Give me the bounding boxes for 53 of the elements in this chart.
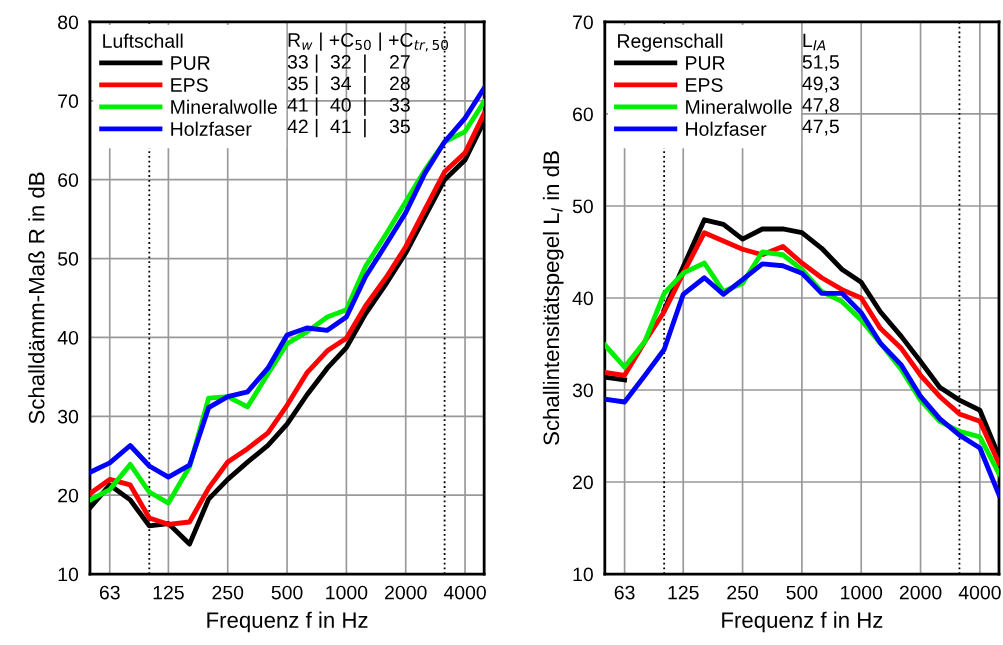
y-tick-label: 50 — [58, 252, 79, 266]
annotation: 49,3 — [802, 76, 839, 93]
annotation: R$_{w}$ | +C$_{50}$ | +C$_{tr,50}$ — [288, 32, 449, 52]
y-axis-title: Schalldämm-Maß R in dB — [28, 172, 45, 424]
y-tick-label: 20 — [573, 475, 593, 490]
y-tick-label: 80 — [58, 15, 79, 30]
x-axis-title: Frequenz f in Hz — [207, 611, 368, 633]
y-tick-label: 20 — [58, 488, 79, 503]
y-tick-label: 70 — [573, 15, 593, 30]
legend-label: Holzfaser — [686, 121, 767, 136]
x-tick-label: 250 — [727, 585, 759, 600]
x-tick-label: 500 — [271, 585, 303, 600]
legend-label: Mineralwolle — [686, 99, 792, 114]
x-tick-label: 125 — [668, 585, 699, 600]
x-tick-label: 4000 — [443, 585, 486, 600]
x-tick-label: 500 — [786, 585, 818, 600]
legend-label: Holzfaser — [171, 121, 252, 136]
x-tick-label: 63 — [99, 585, 120, 600]
legend-title: Regenschall — [618, 33, 723, 52]
annotation: L$_{IA}$ — [803, 33, 826, 51]
annotation: 35 | 34 | 28 — [287, 75, 410, 95]
y-tick-label: 50 — [572, 199, 593, 214]
x-tick-label: 1000 — [841, 585, 883, 600]
x-tick-label: 250 — [212, 585, 244, 600]
x-tick-label: 1000 — [326, 585, 368, 600]
y-tick-label: 10 — [573, 567, 593, 582]
annotation: 47,5 — [802, 119, 839, 136]
y-tick-label: 40 — [57, 330, 79, 345]
annotation: 47,8 — [802, 98, 839, 115]
legend-label: Mineralwolle — [171, 99, 277, 114]
annotation: 41 | 40 | 33 — [287, 97, 410, 116]
x-tick-label: 63 — [614, 585, 635, 600]
legend-title: Luftschall — [103, 33, 183, 48]
legend-label: EPS — [686, 78, 723, 92]
legend-label: PUR — [171, 56, 210, 70]
x-tick-label: 2000 — [899, 585, 942, 600]
y-tick-label: 30 — [57, 409, 79, 424]
y-axis-title: Schallintensitätspegel L$_{I}$ in dB — [542, 151, 564, 445]
y-tick-label: 60 — [58, 173, 79, 187]
y-tick-label: 30 — [572, 383, 593, 398]
annotation: 33 | 32 | 27 — [287, 54, 410, 73]
x-tick-label: 4000 — [958, 585, 1001, 600]
legend-label: EPS — [171, 78, 208, 92]
x-tick-label: 2000 — [385, 585, 427, 600]
annotation: 51,5 — [802, 55, 839, 72]
y-tick-label: 60 — [573, 107, 593, 122]
x-tick-label: 125 — [153, 585, 184, 600]
annotation: 42 | 41 | 35 — [287, 118, 410, 138]
x-axis-title: Frequenz f in Hz — [722, 611, 883, 633]
y-tick-label: 40 — [572, 291, 593, 306]
legend-label: PUR — [686, 56, 725, 70]
y-tick-label: 10 — [58, 567, 79, 582]
y-tick-label: 70 — [58, 94, 79, 109]
